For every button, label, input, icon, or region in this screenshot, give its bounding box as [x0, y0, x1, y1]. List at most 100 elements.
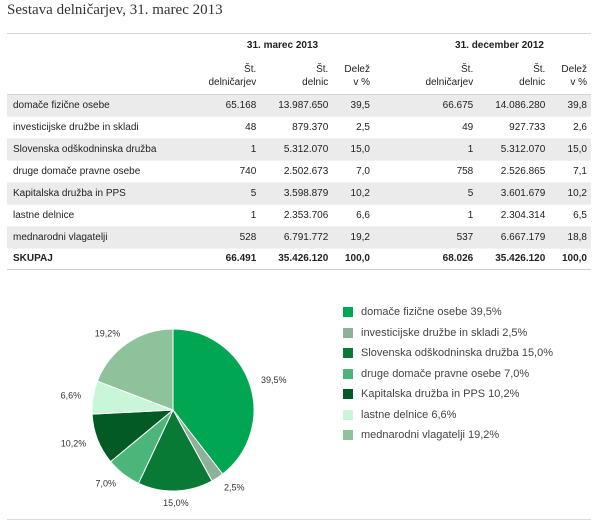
page-title: Sestava delničarjev, 31. marec 2013	[7, 2, 223, 18]
pie-slice	[172, 328, 255, 475]
pie-slice-label: 19,2%	[95, 328, 121, 338]
cell-pct-2013: 10,2	[332, 182, 374, 205]
cell-shares-2013: 13.987.650	[260, 94, 333, 117]
legend-item: Slovenska odškodninska družba 15,0%	[343, 347, 553, 361]
table-row: mednarodni vlagatelji 528 6.791.772 19,2…	[7, 226, 591, 249]
cell-shares-2013: 5.312.070	[260, 138, 333, 161]
col-holders-2012: Št. delničarjev	[407, 58, 478, 95]
cell-shares-2013: 2.353.706	[260, 204, 333, 227]
row-label: druge domače pravne osebe	[7, 160, 191, 183]
cell-holders-2013: 528	[191, 226, 261, 249]
total-shares-2012: 35.426.120	[477, 248, 550, 270]
legend-label: mednarodni vlagatelji 19,2%	[361, 429, 500, 442]
table-row: domače fizične osebe 65.168 13.987.650 3…	[7, 94, 591, 117]
shareholder-table: 31. marec 2013 31. december 2012 Št. deln…	[7, 33, 591, 270]
period-header-row: 31. marec 2013 31. december 2012	[7, 33, 591, 58]
cell-shares-2013: 2.502.673	[260, 160, 333, 183]
pie-slice-label: 6,6%	[61, 390, 82, 400]
cell-pct-2012: 18,8	[549, 226, 591, 249]
cell-shares-2012: 6.667.179	[477, 226, 550, 249]
legend-item: lastne delnice 6,6%	[343, 409, 456, 423]
bottom-divider	[7, 519, 591, 520]
cell-holders-2013: 65.168	[191, 94, 261, 117]
cell-pct-2012: 6,5	[549, 204, 591, 227]
legend-swatch	[343, 368, 353, 379]
legend-label: domače fizične osebe 39,5%	[361, 306, 502, 319]
legend-swatch	[343, 389, 353, 400]
period-2012-header: 31. december 2012	[407, 33, 591, 58]
cell-shares-2013: 3.598.879	[260, 182, 333, 205]
table-row: Kapitalska družba in PPS 5 3.598.879 10,…	[7, 182, 591, 205]
legend-swatch	[343, 430, 353, 441]
cell-holders-2013: 740	[191, 160, 261, 183]
legend-label: Kapitalska družba in PPS 10,2%	[361, 388, 520, 401]
cell-shares-2013: 6.791.772	[260, 226, 333, 249]
pie-slice	[96, 328, 174, 411]
legend-item: Kapitalska družba in PPS 10,2%	[343, 388, 519, 402]
cell-pct-2012: 39,8	[549, 94, 591, 117]
row-label: mednarodni vlagatelji	[7, 226, 191, 249]
cell-pct-2013: 39,5	[332, 94, 374, 117]
cell-holders-2012: 1	[407, 204, 478, 227]
legend-label: lastne delnice 6,6%	[361, 408, 457, 421]
cell-pct-2012: 10,2	[549, 182, 591, 205]
cell-holders-2013: 1	[191, 204, 261, 227]
total-holders-2012: 68.026	[407, 248, 478, 270]
row-label: domače fizične osebe	[7, 94, 191, 117]
cell-shares-2012: 14.086.280	[477, 94, 550, 117]
total-pct-2012: 100,0	[549, 248, 591, 270]
cell-pct-2012: 2,6	[549, 116, 591, 139]
legend-swatch	[343, 409, 353, 420]
total-shares-2013: 35.426.120	[260, 248, 333, 270]
cell-holders-2013: 1	[191, 138, 261, 161]
pie-slice-label: 2,5%	[224, 483, 245, 493]
table-row: Slovenska odškodninska družba 1 5.312.07…	[7, 138, 591, 161]
row-label: lastne delnice	[7, 204, 191, 227]
cell-holders-2012: 5	[407, 182, 478, 205]
column-header-row: Št. delničarjev Št. delnic Delež v % Št. del…	[7, 58, 591, 95]
col-pct-2013: Delež v %	[332, 58, 374, 95]
cell-pct-2012: 15,0	[549, 138, 591, 161]
cell-shares-2012: 927.733	[477, 116, 550, 139]
cell-holders-2012: 66.675	[407, 94, 478, 117]
total-pct-2013: 100,0	[332, 248, 374, 270]
cell-holders-2013: 48	[191, 116, 261, 139]
table-row: druge domače pravne osebe 740 2.502.673 …	[7, 160, 591, 183]
cell-holders-2012: 758	[407, 160, 478, 183]
total-label: SKUPAJ	[7, 248, 191, 270]
legend-item: investicijske družbe in skladi 2,5%	[343, 327, 527, 341]
legend-item: druge domače pravne osebe 7,0%	[343, 368, 529, 382]
row-label: investicijske družbe in skladi	[7, 116, 191, 139]
total-row: SKUPAJ 66.491 35.426.120 100,0 68.026 35…	[7, 248, 591, 270]
legend-label: druge domače pravne osebe 7,0%	[361, 367, 530, 380]
legend-swatch	[343, 327, 353, 338]
cell-pct-2013: 2,5	[332, 116, 374, 139]
legend-item: domače fizične osebe 39,5%	[343, 306, 502, 320]
cell-holders-2012: 1	[407, 138, 478, 161]
row-label: Slovenska odškodninska družba	[7, 138, 191, 161]
col-pct-2012: Delež v %	[549, 58, 591, 95]
legend-swatch	[343, 348, 353, 359]
cell-shares-2013: 879.370	[260, 116, 333, 139]
pie-slice-label: 15,0%	[163, 498, 189, 508]
cell-shares-2012: 2.304.314	[477, 204, 550, 227]
pie-slice-label: 39,5%	[261, 375, 287, 385]
pie-slice-label: 7,0%	[95, 478, 116, 488]
cell-shares-2012: 2.526.865	[477, 160, 550, 183]
cell-pct-2013: 6,6	[332, 204, 374, 227]
legend-swatch	[343, 307, 353, 318]
cell-holders-2012: 537	[407, 226, 478, 249]
cell-pct-2013: 7,0	[332, 160, 374, 183]
cell-pct-2013: 19,2	[332, 226, 374, 249]
col-holders-2013: Št. delničarjev	[191, 58, 261, 95]
cell-holders-2012: 49	[407, 116, 478, 139]
pie-slice-label: 10,2%	[61, 439, 87, 449]
pie-chart: 39,5% 2,5% 15,0% 7,0% 10,2% 6,6% 19,2%	[61, 328, 287, 508]
cell-shares-2012: 3.601.679	[477, 182, 550, 205]
row-label: Kapitalska družba in PPS	[7, 182, 191, 205]
pie-slice	[137, 408, 213, 492]
legend-label: investicijske družbe in skladi 2,5%	[361, 326, 528, 339]
total-holders-2013: 66.491	[191, 248, 261, 270]
legend-item: mednarodni vlagatelji 19,2%	[343, 429, 499, 443]
legend-label: Slovenska odškodninska družba 15,0%	[361, 347, 554, 360]
